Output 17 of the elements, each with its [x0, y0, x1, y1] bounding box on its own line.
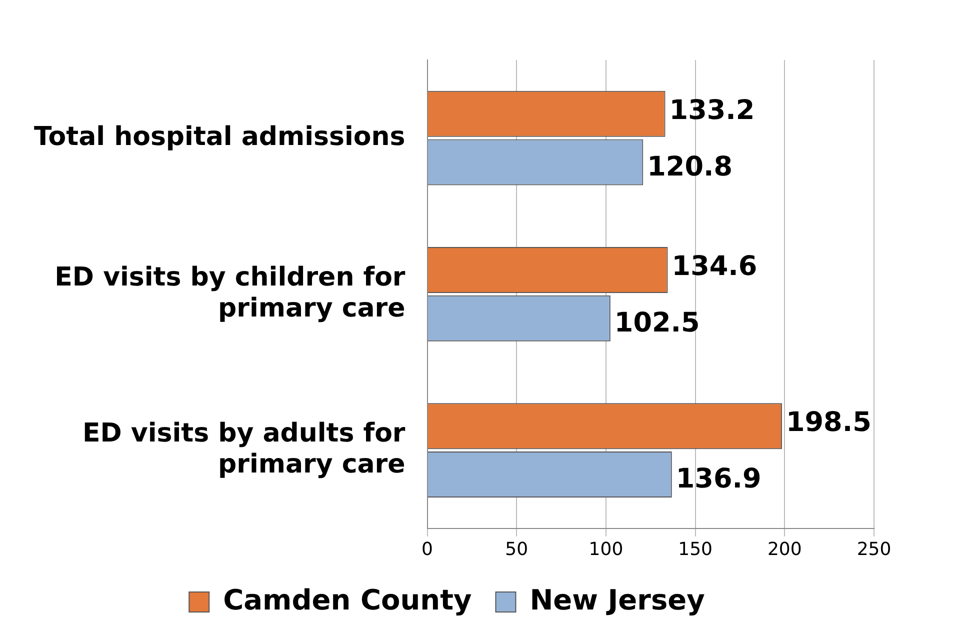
y-tick-label: ED visits by adults for primary care — [82, 418, 406, 480]
data-label: 136.9 — [676, 464, 762, 495]
x-tick-label: 200 — [767, 538, 802, 560]
y-tick-label: Total hospital admissions — [34, 122, 406, 152]
data-label: 102.5 — [614, 307, 700, 338]
x-tick-label: 50 — [505, 538, 528, 560]
data-label: 133.2 — [669, 94, 755, 126]
data-label: 198.5 — [786, 407, 872, 438]
data-label: 120.8 — [647, 151, 733, 182]
x-tick-label: 150 — [678, 538, 712, 560]
x-tick-label: 0 — [422, 538, 433, 560]
x-tick-label: 100 — [588, 538, 624, 560]
data-label: 134.6 — [672, 251, 758, 282]
legend-label: Camden County — [223, 583, 472, 616]
legend-label: New Jersey — [530, 583, 705, 616]
y-tick-label: ED visits by children for primary care — [54, 262, 406, 324]
x-tick-label: 250 — [856, 538, 892, 560]
